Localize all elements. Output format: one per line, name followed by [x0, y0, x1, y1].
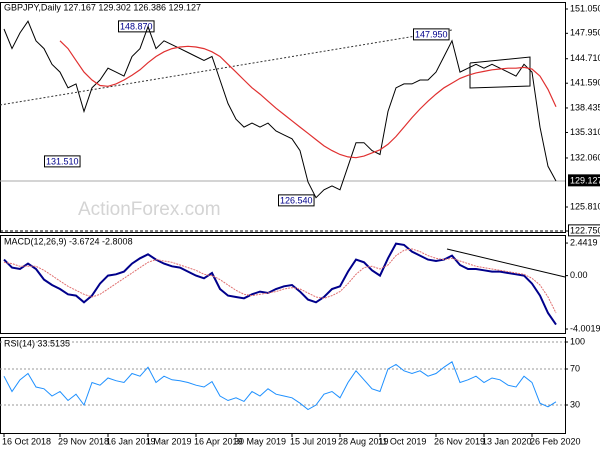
y-tick-label: 70: [570, 363, 580, 373]
price-title: GBPJPY,Daily 127.167 129.302 126.386 129…: [4, 2, 201, 12]
x-tick-label: 26 Nov 2019: [434, 436, 485, 446]
macd-trend-line: [446, 248, 566, 278]
label-box: [278, 194, 315, 207]
rsi-frame: [0, 337, 566, 434]
x-tick-label: 29 Nov 2018: [58, 436, 109, 446]
annotation: 148.870: [120, 21, 153, 31]
y-tick-label: 144.710: [570, 53, 600, 63]
y-tick-label: 151.050: [570, 3, 600, 13]
macd-title: MACD(12,26,9) -3.6724 -2.8008: [4, 236, 133, 246]
label-box: [568, 174, 600, 187]
x-tick-label: 28 Aug 2019: [338, 436, 389, 446]
label-box: [44, 155, 81, 168]
series-line: [3, 242, 557, 326]
rsi-title: RSI(14) 33.5135: [4, 338, 70, 348]
series-line: [3, 361, 557, 411]
series-line: [59, 40, 557, 159]
annotation: 131.510: [46, 156, 79, 166]
x-tick-label: 1 Mar 2019: [146, 436, 192, 446]
x-tick-label: 15 Jul 2019: [290, 436, 337, 446]
y-tick-label: 132.060: [570, 152, 600, 162]
y-tick-label: 0.00: [570, 270, 588, 280]
x-tick-label: 30 May 2019: [234, 436, 286, 446]
price-frame: [0, 2, 566, 233]
label-box: [568, 224, 600, 237]
y-tick-label: 138.435: [570, 102, 600, 112]
last-price-label: 129.127: [570, 175, 600, 185]
x-tick-label: 16 Oct 2018: [2, 436, 51, 446]
label-box: [413, 28, 450, 41]
x-tick-label: 13 Jan 2020: [482, 436, 532, 446]
y-tick-label: -4.0019: [570, 323, 600, 333]
y-tick-label: 125.810: [570, 201, 600, 211]
annotation: 147.950: [415, 29, 448, 39]
x-tick-label: 16 Apr 2019: [194, 436, 243, 446]
series-line: [3, 248, 557, 314]
y-tick-label: 147.950: [570, 28, 600, 38]
series-line: [3, 20, 557, 199]
y-tick-label: 135.310: [570, 127, 600, 137]
x-tick-label: 26 Feb 2020: [530, 436, 581, 446]
macd-frame: [0, 235, 566, 334]
y-tick-label: 2.4419: [570, 237, 598, 247]
y-tick-label: 100: [570, 336, 585, 346]
channel: [469, 56, 531, 89]
y-tick-label: 30: [570, 399, 580, 409]
y-tick-label: 122.750: [570, 225, 600, 235]
x-tick-label: 16 Jan 2019: [106, 436, 156, 446]
y-tick-label: 141.590: [570, 78, 600, 88]
annotation: 126.540: [280, 195, 313, 205]
x-tick-label: 11 Oct 2019: [378, 436, 426, 446]
watermark: ActionForex.com: [78, 199, 221, 220]
trend-line: [0, 29, 453, 106]
label-box: [118, 20, 155, 33]
